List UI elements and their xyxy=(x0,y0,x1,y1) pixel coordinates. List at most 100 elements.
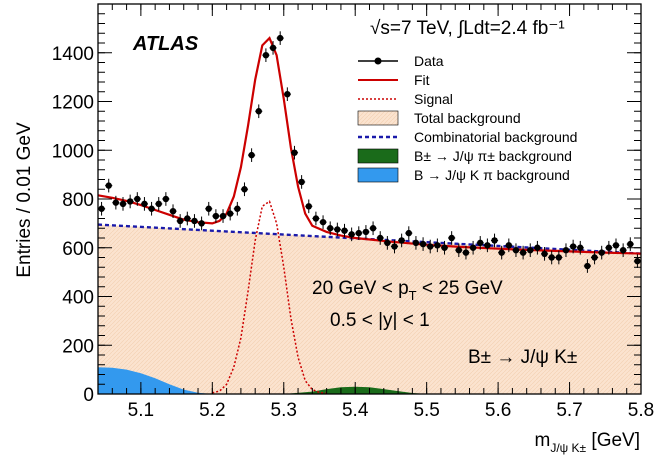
legend-item: Combinatorial background xyxy=(358,129,577,145)
data-marker xyxy=(191,217,198,225)
data-point xyxy=(233,201,241,216)
data-marker xyxy=(605,244,613,251)
data-point xyxy=(605,240,613,255)
data-point xyxy=(262,48,270,63)
data-point xyxy=(476,236,484,250)
data-marker xyxy=(148,205,155,212)
legend-label: B → J/ψ K π background xyxy=(414,167,570,183)
data-marker xyxy=(126,198,134,205)
data-point xyxy=(219,209,227,223)
data-marker xyxy=(377,234,384,242)
pt-text-a: 20 GeV < p xyxy=(312,278,409,299)
data-marker xyxy=(241,186,248,193)
data-marker xyxy=(412,239,420,247)
data-marker xyxy=(569,243,577,250)
data-point xyxy=(355,226,363,240)
data-point xyxy=(269,41,277,55)
data-marker xyxy=(327,225,334,232)
x-tick-label: 5.3 xyxy=(271,400,297,421)
data-marker xyxy=(384,239,391,247)
data-marker xyxy=(562,246,570,254)
data-marker xyxy=(484,242,491,249)
data-point xyxy=(176,214,184,228)
data-point xyxy=(312,211,320,226)
y-tick-label: 800 xyxy=(62,190,94,211)
data-point xyxy=(169,204,177,219)
data-marker xyxy=(298,178,305,186)
data-point xyxy=(348,227,356,242)
data-point xyxy=(498,245,506,260)
data-marker xyxy=(519,249,527,256)
data-point xyxy=(112,195,120,210)
pt-text-sub: T xyxy=(409,288,417,303)
data-marker xyxy=(305,203,312,210)
jpsi-kpi-background-area xyxy=(98,367,213,394)
data-point xyxy=(433,238,441,253)
data-marker xyxy=(162,195,170,203)
y-axis-title: Entries / 0.01 GeV xyxy=(14,122,35,278)
y-tick-label: 1400 xyxy=(52,44,94,65)
data-marker xyxy=(226,210,234,217)
data-point xyxy=(626,237,634,251)
data-point xyxy=(340,223,349,238)
data-point xyxy=(548,250,556,265)
x-tick-label: 5.1 xyxy=(128,400,154,421)
data-point xyxy=(555,250,563,265)
data-marker xyxy=(369,225,377,232)
y-tick-label: 600 xyxy=(62,239,94,260)
x-title-sub: J/ψ K± xyxy=(550,441,586,455)
data-point xyxy=(298,175,306,189)
data-marker xyxy=(455,246,463,254)
x-title-m: m xyxy=(535,430,551,451)
data-point xyxy=(440,240,449,255)
data-marker xyxy=(119,200,127,208)
data-marker xyxy=(505,242,513,249)
data-point xyxy=(212,209,220,223)
data-point xyxy=(505,238,513,253)
data-marker xyxy=(598,249,605,256)
data-point xyxy=(190,214,199,228)
data-marker xyxy=(619,246,627,254)
data-point xyxy=(155,197,163,211)
legend-item: Fit xyxy=(358,72,430,88)
legend: Data Fit Signal Total background Combinatori… xyxy=(357,53,577,183)
data-marker xyxy=(541,250,548,258)
data-marker xyxy=(491,237,498,244)
data-point xyxy=(619,243,627,258)
legend-swatch xyxy=(357,110,399,126)
y-tick-label: 1000 xyxy=(52,141,94,162)
data-marker xyxy=(577,244,584,251)
data-point xyxy=(633,254,641,268)
data-marker xyxy=(205,205,212,212)
data-point xyxy=(248,148,256,162)
data-point xyxy=(512,243,520,258)
data-point xyxy=(598,245,606,260)
data-point xyxy=(162,192,170,206)
data-marker xyxy=(255,108,262,115)
data-marker xyxy=(391,243,398,250)
data-point xyxy=(398,233,406,248)
data-point xyxy=(119,197,127,211)
x-tick-label: 5.5 xyxy=(413,400,439,421)
data-point xyxy=(240,182,249,197)
data-marker xyxy=(184,215,191,222)
data-marker xyxy=(527,246,534,254)
data-point xyxy=(305,199,313,214)
data-marker xyxy=(219,212,227,220)
data-point xyxy=(362,225,370,239)
data-point xyxy=(333,222,341,237)
data-point xyxy=(369,221,377,236)
data-point xyxy=(469,240,477,255)
legend-swatch xyxy=(357,148,399,164)
y-tick-label: 200 xyxy=(62,336,94,357)
legend-item: Data xyxy=(358,53,444,69)
data-point xyxy=(133,192,141,206)
experiment-label: ATLAS xyxy=(132,33,199,55)
data-marker xyxy=(198,220,205,227)
data-point xyxy=(226,206,234,221)
y-tick-label: 1200 xyxy=(52,93,94,114)
energy-luminosity-label: √s=7 TeV, ∫Ldt=2.4 fb⁻¹ xyxy=(370,18,565,39)
x-title-unit: [GeV] xyxy=(586,430,640,451)
data-marker xyxy=(427,243,434,250)
data-point xyxy=(540,247,549,261)
